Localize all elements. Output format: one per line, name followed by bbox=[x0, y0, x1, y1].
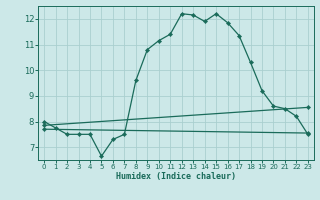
X-axis label: Humidex (Indice chaleur): Humidex (Indice chaleur) bbox=[116, 172, 236, 181]
